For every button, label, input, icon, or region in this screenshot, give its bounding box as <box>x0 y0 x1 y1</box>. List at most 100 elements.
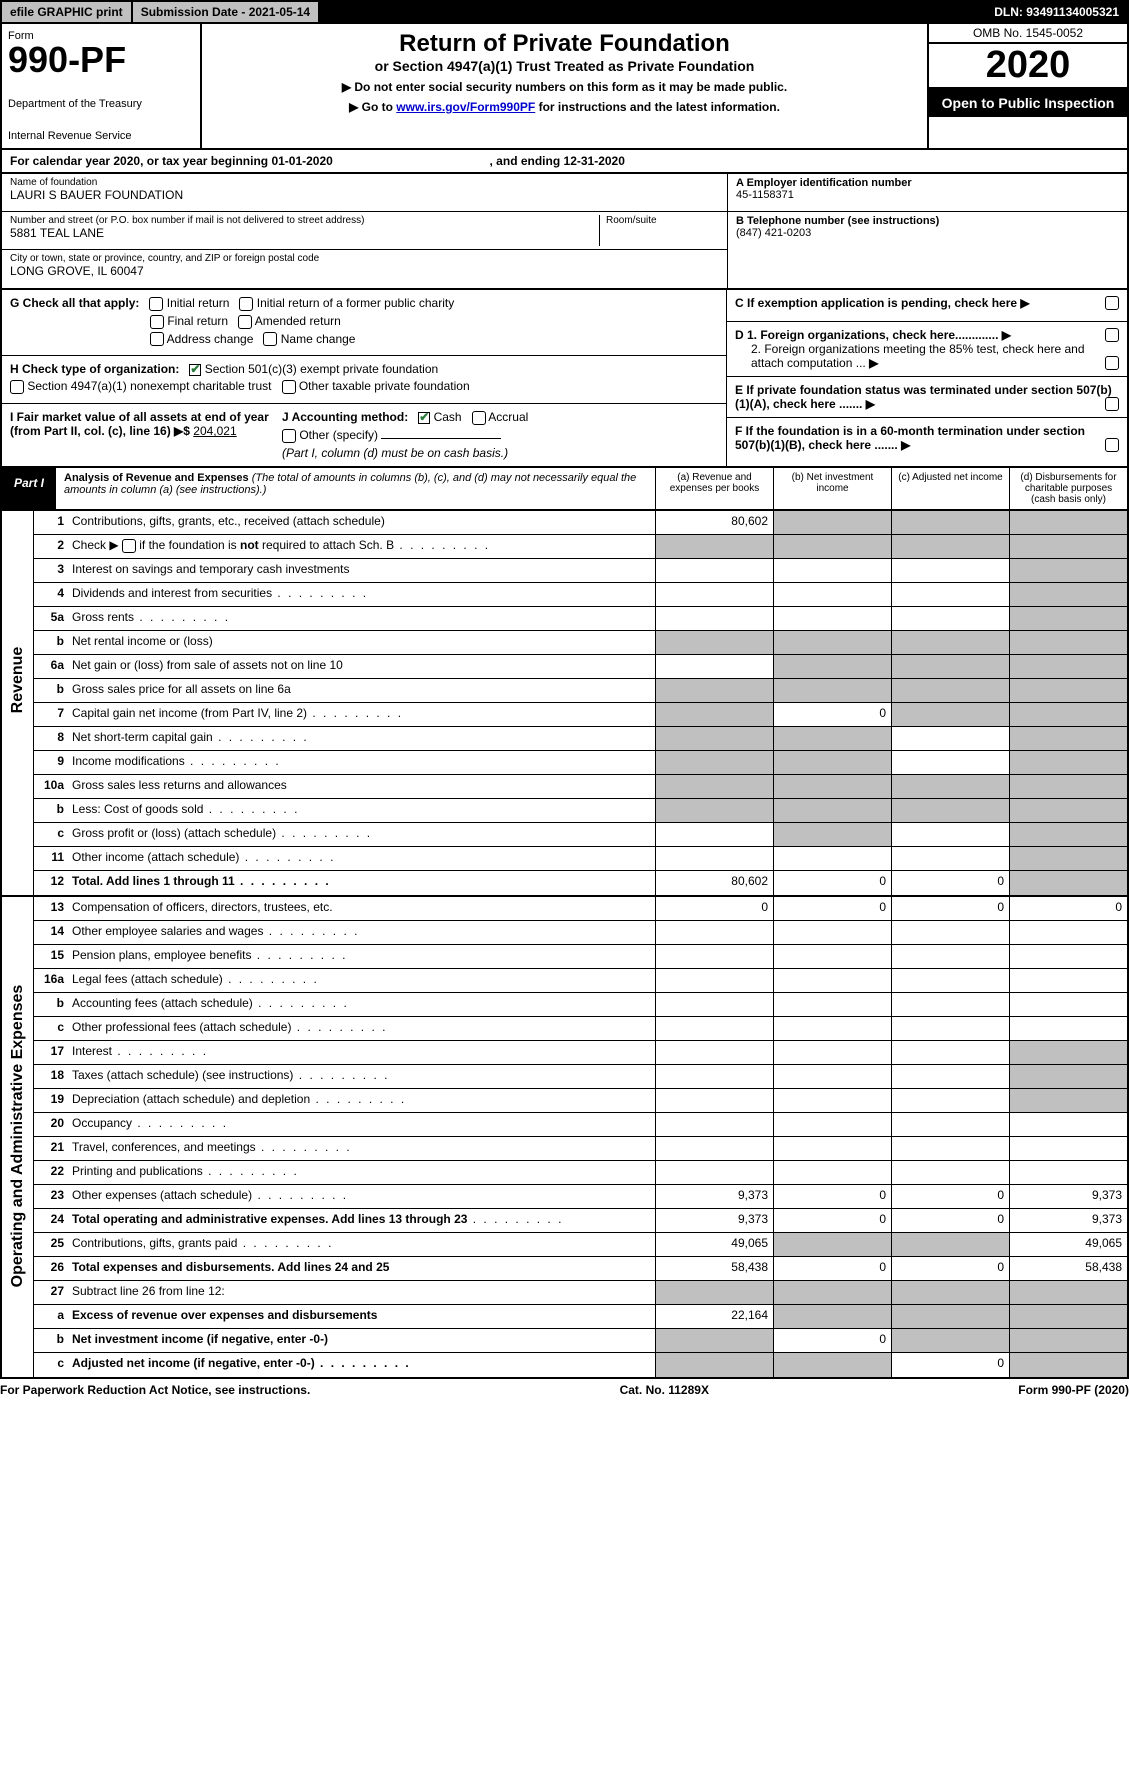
ein-value: 45-1158371 <box>736 189 1119 201</box>
ein-row: A Employer identification number 45-1158… <box>728 174 1127 212</box>
501c3-check[interactable] <box>189 364 201 376</box>
footer-left: For Paperwork Reduction Act Notice, see … <box>0 1383 310 1397</box>
note-goto-post: for instructions and the latest informat… <box>535 100 780 114</box>
address-change-check[interactable] <box>150 332 164 346</box>
line-10b: bLess: Cost of goods sold <box>34 799 1127 823</box>
expenses-vtab: Operating and Administrative Expenses <box>2 897 34 1377</box>
city-label: City or town, state or province, country… <box>10 253 719 264</box>
other-specify-check[interactable] <box>282 429 296 443</box>
d2-label: 2. Foreign organizations meeting the 85%… <box>751 342 1085 370</box>
final-return-check[interactable] <box>150 315 164 329</box>
section-g: G Check all that apply: Initial return I… <box>2 290 726 356</box>
other-taxable-label: Other taxable private foundation <box>299 379 470 393</box>
submission-date: Submission Date - 2021-05-14 <box>133 2 320 22</box>
d1-check[interactable] <box>1105 328 1119 342</box>
note-goto: ▶ Go to www.irs.gov/Form990PF for instru… <box>208 100 921 114</box>
4947-label: Section 4947(a)(1) nonexempt charitable … <box>27 379 271 393</box>
identity-block: Name of foundation LAURI S BAUER FOUNDAT… <box>0 174 1129 290</box>
form-subtitle: or Section 4947(a)(1) Trust Treated as P… <box>208 58 921 74</box>
line-4: 4Dividends and interest from securities <box>34 583 1127 607</box>
name-change-check[interactable] <box>263 332 277 346</box>
cash-check[interactable] <box>418 412 430 424</box>
tel-label: B Telephone number (see instructions) <box>736 215 1119 227</box>
calendar-year-row: For calendar year 2020, or tax year begi… <box>0 150 1129 174</box>
line-6b: bGross sales price for all assets on lin… <box>34 679 1127 703</box>
dept-treasury: Department of the Treasury <box>8 98 194 110</box>
initial-return-check[interactable] <box>149 297 163 311</box>
name-label: Name of foundation <box>10 177 719 188</box>
accrual-label: Accrual <box>488 410 528 424</box>
revenue-body: 1Contributions, gifts, grants, etc., rec… <box>34 511 1127 895</box>
line-15: 15Pension plans, employee benefits <box>34 945 1127 969</box>
identity-left: Name of foundation LAURI S BAUER FOUNDAT… <box>2 174 727 288</box>
501c3-label: Section 501(c)(3) exempt private foundat… <box>205 362 438 376</box>
arrow-icon: ▶ <box>1002 328 1011 342</box>
line-5a: 5aGross rents <box>34 607 1127 631</box>
expenses-table: Operating and Administrative Expenses 13… <box>0 897 1129 1379</box>
arrow-icon: ▶ <box>866 397 875 411</box>
i-value: 204,021 <box>193 424 236 438</box>
line-16b: bAccounting fees (attach schedule) <box>34 993 1127 1017</box>
other-specify-label: Other (specify) <box>299 428 378 442</box>
section-d: D 1. Foreign organizations, check here..… <box>727 322 1127 377</box>
street-address: 5881 TEAL LANE <box>10 226 599 240</box>
top-bar: efile GRAPHIC print Submission Date - 20… <box>0 0 1129 24</box>
note-ssn: ▶ Do not enter social security numbers o… <box>208 80 921 94</box>
c-label: C If exemption application is pending, c… <box>735 296 1017 310</box>
irs-link[interactable]: www.irs.gov/Form990PF <box>396 100 535 114</box>
name-change-label: Name change <box>281 332 356 346</box>
tax-year: 2020 <box>929 44 1127 89</box>
f-check[interactable] <box>1105 438 1119 452</box>
form-header: Form 990-PF Department of the Treasury I… <box>0 24 1129 150</box>
4947-check[interactable] <box>10 380 24 394</box>
section-i-j: I Fair market value of all assets at end… <box>2 404 726 466</box>
amended-return-check[interactable] <box>238 315 252 329</box>
d2-check[interactable] <box>1105 356 1119 370</box>
dept-irs: Internal Revenue Service <box>8 130 194 142</box>
checkbox-block: G Check all that apply: Initial return I… <box>0 290 1129 468</box>
revenue-table: Revenue 1Contributions, gifts, grants, e… <box>0 511 1129 897</box>
tel-value: (847) 421-0203 <box>736 227 1119 239</box>
line-9: 9Income modifications <box>34 751 1127 775</box>
line-26: 26Total expenses and disbursements. Add … <box>34 1257 1127 1281</box>
footer-center: Cat. No. 11289X <box>620 1383 709 1397</box>
arrow-icon: ▶ <box>901 438 910 452</box>
page-footer: For Paperwork Reduction Act Notice, see … <box>0 1379 1129 1401</box>
revenue-vtab: Revenue <box>2 511 34 895</box>
other-taxable-check[interactable] <box>282 380 296 394</box>
form-number: 990-PF <box>8 42 194 78</box>
line-10a: 10aGross sales less returns and allowanc… <box>34 775 1127 799</box>
e-check[interactable] <box>1105 397 1119 411</box>
line-10c: cGross profit or (loss) (attach schedule… <box>34 823 1127 847</box>
line-22: 22Printing and publications <box>34 1161 1127 1185</box>
line-27c: cAdjusted net income (if negative, enter… <box>34 1353 1127 1377</box>
line-3: 3Interest on savings and temporary cash … <box>34 559 1127 583</box>
line-27a: aExcess of revenue over expenses and dis… <box>34 1305 1127 1329</box>
line-8: 8Net short-term capital gain <box>34 727 1127 751</box>
expenses-vtab-text: Operating and Administrative Expenses <box>9 966 27 1306</box>
line-16a: 16aLegal fees (attach schedule) <box>34 969 1127 993</box>
accrual-check[interactable] <box>472 411 486 425</box>
note-goto-pre: ▶ Go to <box>349 100 396 114</box>
open-to-public: Open to Public Inspection <box>929 89 1127 117</box>
room-label: Room/suite <box>606 215 719 226</box>
part1-header: Part I Analysis of Revenue and Expenses … <box>0 468 1129 511</box>
g-label: G Check all that apply: <box>10 296 139 310</box>
sch-b-check[interactable] <box>122 539 136 553</box>
line-11: 11Other income (attach schedule) <box>34 847 1127 871</box>
section-f: F If the foundation is in a 60-month ter… <box>727 418 1127 458</box>
line-1: 1Contributions, gifts, grants, etc., rec… <box>34 511 1127 535</box>
arrow-icon: ▶ <box>1020 296 1029 310</box>
line-7: 7Capital gain net income (from Part IV, … <box>34 703 1127 727</box>
initial-former-check[interactable] <box>239 297 253 311</box>
calendar-begin: For calendar year 2020, or tax year begi… <box>10 154 333 168</box>
form-title: Return of Private Foundation <box>208 30 921 58</box>
line-25: 25Contributions, gifts, grants paid49,06… <box>34 1233 1127 1257</box>
d1-label: D 1. Foreign organizations, check here..… <box>735 328 998 342</box>
address-row: Number and street (or P.O. box number if… <box>2 212 727 250</box>
city-value: LONG GROVE, IL 60047 <box>10 264 719 278</box>
line-24: 24Total operating and administrative exp… <box>34 1209 1127 1233</box>
c-check[interactable] <box>1105 296 1119 310</box>
part1-title: Analysis of Revenue and Expenses <box>64 472 249 484</box>
line-5b: bNet rental income or (loss) <box>34 631 1127 655</box>
